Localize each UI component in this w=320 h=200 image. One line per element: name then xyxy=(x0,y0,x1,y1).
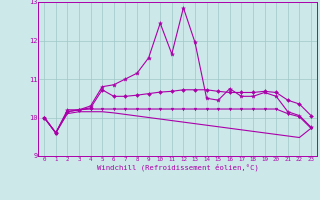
X-axis label: Windchill (Refroidissement éolien,°C): Windchill (Refroidissement éolien,°C) xyxy=(97,163,259,171)
